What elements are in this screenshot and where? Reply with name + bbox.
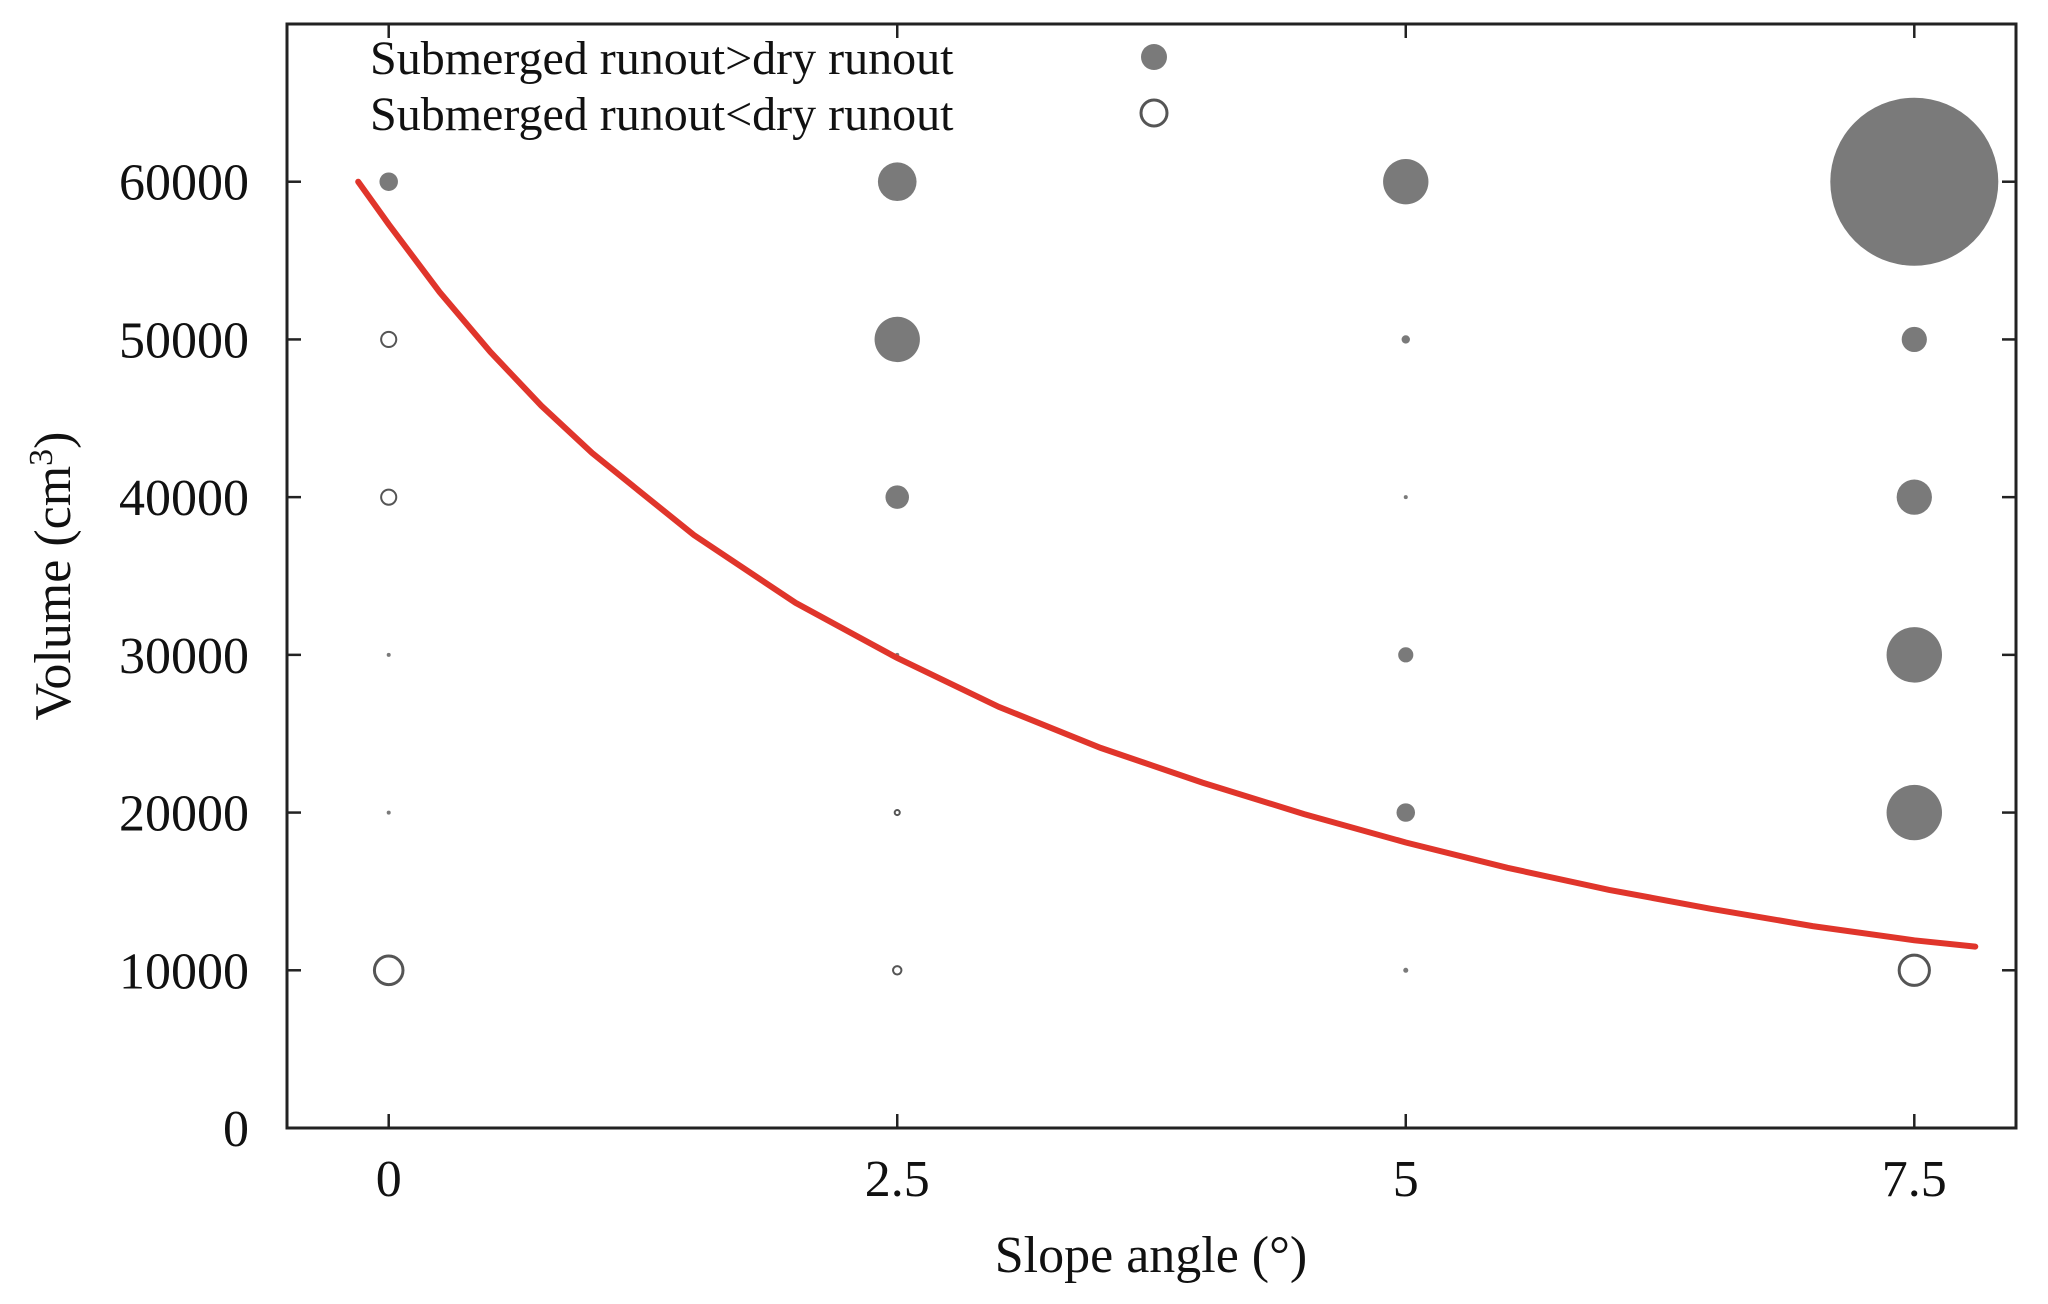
bubble-filled bbox=[1396, 803, 1416, 822]
bubble-filled bbox=[1896, 479, 1932, 515]
bubble-open bbox=[892, 965, 903, 976]
legend-label-open: Submerged runout<dry runout bbox=[370, 88, 954, 141]
bubble-filled bbox=[1403, 967, 1409, 973]
bubble-filled bbox=[379, 172, 398, 191]
legend: Submerged runout>dry runout Submerged ru… bbox=[370, 32, 1169, 141]
y-axis-title-suffix: ) bbox=[25, 432, 82, 449]
x-tick-labels: 0 2.5 5 7.5 bbox=[376, 1151, 1947, 1208]
bubble-open bbox=[372, 954, 405, 987]
bubble-filled bbox=[885, 485, 909, 509]
x-tick-label: 7.5 bbox=[1882, 1151, 1947, 1208]
y-tick-label: 60000 bbox=[119, 155, 249, 212]
bubble-filled bbox=[1398, 647, 1414, 663]
bubble-filled bbox=[1886, 784, 1943, 841]
legend-marker-open bbox=[1139, 98, 1169, 128]
y-tick-label: 20000 bbox=[119, 786, 249, 843]
bubble-filled bbox=[874, 316, 920, 363]
bubble-open bbox=[380, 330, 398, 348]
x-axis-title: Slope angle (°) bbox=[995, 1227, 1307, 1284]
y-axis-title-superscript: 3 bbox=[23, 449, 60, 466]
bubble-filled bbox=[1901, 326, 1927, 353]
fit-curve bbox=[355, 178, 1979, 950]
bubble-filled bbox=[1401, 335, 1410, 344]
bubble-open bbox=[380, 488, 398, 506]
plot-frame bbox=[285, 22, 2018, 1130]
x-tick-label: 5 bbox=[1393, 1151, 1419, 1208]
y-axis-title: Volume (cm3) bbox=[23, 432, 83, 721]
bubble-filled bbox=[1383, 159, 1429, 205]
y-tick-label: 30000 bbox=[119, 628, 249, 685]
bubble-filled bbox=[1886, 627, 1943, 683]
x-tick-label: 0 bbox=[376, 1151, 402, 1208]
y-tick-labels: 0 10000 20000 30000 40000 50000 60000 bbox=[119, 155, 249, 1158]
y-axis-title-main: Volume (cm bbox=[25, 466, 82, 721]
bubble-filled bbox=[877, 162, 917, 202]
legend-label-filled: Submerged runout>dry runout bbox=[370, 32, 954, 85]
bubble-filled bbox=[386, 810, 391, 815]
axis-ticks bbox=[287, 24, 2016, 1130]
y-tick-label: 0 bbox=[223, 1101, 249, 1158]
bubble-open bbox=[1897, 953, 1931, 987]
bubble-filled bbox=[386, 652, 391, 657]
bubble-markers bbox=[372, 97, 1999, 987]
y-tick-label: 40000 bbox=[119, 470, 249, 527]
y-tick-label: 10000 bbox=[119, 943, 249, 1000]
bubble-filled bbox=[1403, 495, 1408, 500]
y-tick-label: 50000 bbox=[119, 312, 249, 369]
legend-marker-filled bbox=[1141, 44, 1167, 70]
bubble-open bbox=[893, 809, 901, 817]
bubble-filled bbox=[1830, 97, 1999, 266]
x-tick-label: 2.5 bbox=[865, 1151, 930, 1208]
